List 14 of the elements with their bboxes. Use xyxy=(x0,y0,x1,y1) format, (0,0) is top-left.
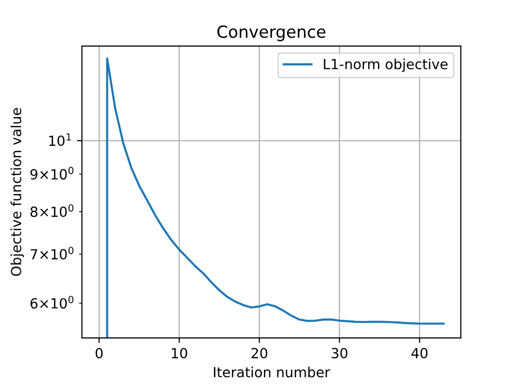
y-tick-label: 8×10$^{0}$ xyxy=(30,204,74,218)
x-tick-label: 0 xyxy=(96,348,103,358)
y-tick-label: 10$^{1}$ xyxy=(49,133,71,146)
y-axis-title: Objective function value xyxy=(10,108,24,276)
y-tick-label: 6×10$^{0}$ xyxy=(30,296,74,309)
chart-title: Convergence xyxy=(217,25,326,42)
x-tick-label: 40 xyxy=(411,348,428,358)
x-tick-label: 10 xyxy=(172,348,188,358)
legend-label: L1-norm objective xyxy=(324,58,448,72)
x-tick-label: 20 xyxy=(252,348,268,358)
x-axis-title: Iteration number xyxy=(214,366,330,378)
y-tick-label: 9×10$^{0}$ xyxy=(30,166,74,180)
x-tick-label: 30 xyxy=(332,348,348,358)
y-tick-label: 7×10$^{0}$ xyxy=(30,246,74,260)
